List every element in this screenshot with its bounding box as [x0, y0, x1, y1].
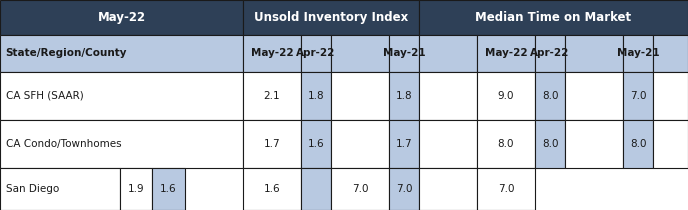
Bar — [243, 168, 301, 210]
Text: Apr-22: Apr-22 — [530, 49, 570, 59]
Text: Median Time on Market: Median Time on Market — [475, 11, 632, 24]
Bar — [389, 120, 419, 168]
Bar — [0, 35, 243, 72]
Text: 1.9: 1.9 — [128, 184, 144, 194]
Text: Apr-22: Apr-22 — [297, 49, 336, 59]
Text: 1.6: 1.6 — [264, 184, 280, 194]
Bar — [389, 168, 419, 210]
Text: State/Region/County: State/Region/County — [6, 49, 127, 59]
Bar — [389, 35, 419, 72]
Bar — [419, 0, 688, 35]
Bar — [419, 120, 477, 168]
Bar — [623, 120, 653, 168]
Text: May-22: May-22 — [484, 49, 527, 59]
Text: 7.0: 7.0 — [396, 184, 412, 194]
Bar — [419, 168, 477, 210]
Text: 7.0: 7.0 — [497, 184, 514, 194]
Bar — [243, 120, 301, 168]
Bar — [331, 120, 389, 168]
Bar — [653, 35, 688, 72]
Bar — [419, 35, 477, 72]
Text: 2.1: 2.1 — [264, 91, 280, 101]
Text: 1.8: 1.8 — [308, 91, 324, 101]
Text: 1.7: 1.7 — [396, 139, 412, 149]
Bar — [301, 35, 331, 72]
Text: 8.0: 8.0 — [630, 139, 646, 149]
Bar — [653, 72, 688, 120]
Bar — [419, 72, 477, 120]
Bar — [331, 35, 389, 72]
Bar — [623, 35, 653, 72]
Text: 7.0: 7.0 — [352, 184, 368, 194]
Bar — [331, 72, 389, 120]
Bar — [120, 168, 152, 210]
Text: Unsold Inventory Index: Unsold Inventory Index — [254, 11, 408, 24]
Bar — [301, 120, 331, 168]
Text: 1.6: 1.6 — [308, 139, 324, 149]
Text: 1.6: 1.6 — [160, 184, 177, 194]
Bar — [152, 168, 185, 210]
Text: 7.0: 7.0 — [630, 91, 646, 101]
Bar — [653, 120, 688, 168]
Text: 8.0: 8.0 — [497, 139, 514, 149]
Text: CA Condo/Townhomes: CA Condo/Townhomes — [6, 139, 121, 149]
Bar — [535, 72, 565, 120]
Text: San Diego: San Diego — [6, 184, 58, 194]
Text: 8.0: 8.0 — [541, 139, 558, 149]
Text: 1.8: 1.8 — [396, 91, 412, 101]
Bar — [565, 120, 623, 168]
Bar — [0, 0, 243, 35]
Text: CA SFH (SAAR): CA SFH (SAAR) — [6, 91, 83, 101]
Bar — [243, 0, 419, 35]
Bar — [0, 120, 243, 168]
Text: 9.0: 9.0 — [497, 91, 514, 101]
Bar — [0, 72, 243, 120]
Bar — [477, 35, 535, 72]
Bar — [535, 120, 565, 168]
Bar — [477, 120, 535, 168]
Bar — [565, 35, 623, 72]
Bar — [243, 72, 301, 120]
Text: May-21: May-21 — [383, 49, 425, 59]
Bar — [565, 72, 623, 120]
Text: May-22: May-22 — [98, 11, 146, 24]
Text: 1.7: 1.7 — [264, 139, 280, 149]
Bar — [301, 168, 331, 210]
Bar — [243, 35, 301, 72]
Bar — [623, 72, 653, 120]
Bar — [301, 72, 331, 120]
Bar — [0, 168, 120, 210]
Bar — [331, 168, 389, 210]
Text: May-22: May-22 — [250, 49, 293, 59]
Bar — [477, 168, 535, 210]
Bar — [389, 72, 419, 120]
Bar — [535, 35, 565, 72]
Bar — [477, 72, 535, 120]
Text: 8.0: 8.0 — [541, 91, 558, 101]
Text: May-21: May-21 — [616, 49, 659, 59]
